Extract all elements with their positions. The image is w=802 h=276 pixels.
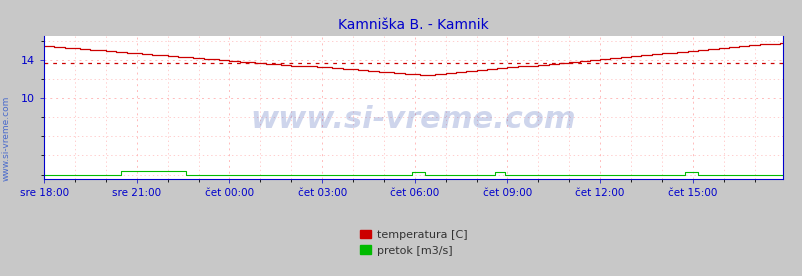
Title: Kamniška B. - Kamnik: Kamniška B. - Kamnik [338,18,488,32]
Text: www.si-vreme.com: www.si-vreme.com [250,105,576,134]
Legend: temperatura [C], pretok [m3/s]: temperatura [C], pretok [m3/s] [355,225,471,260]
Text: www.si-vreme.com: www.si-vreme.com [2,95,11,181]
